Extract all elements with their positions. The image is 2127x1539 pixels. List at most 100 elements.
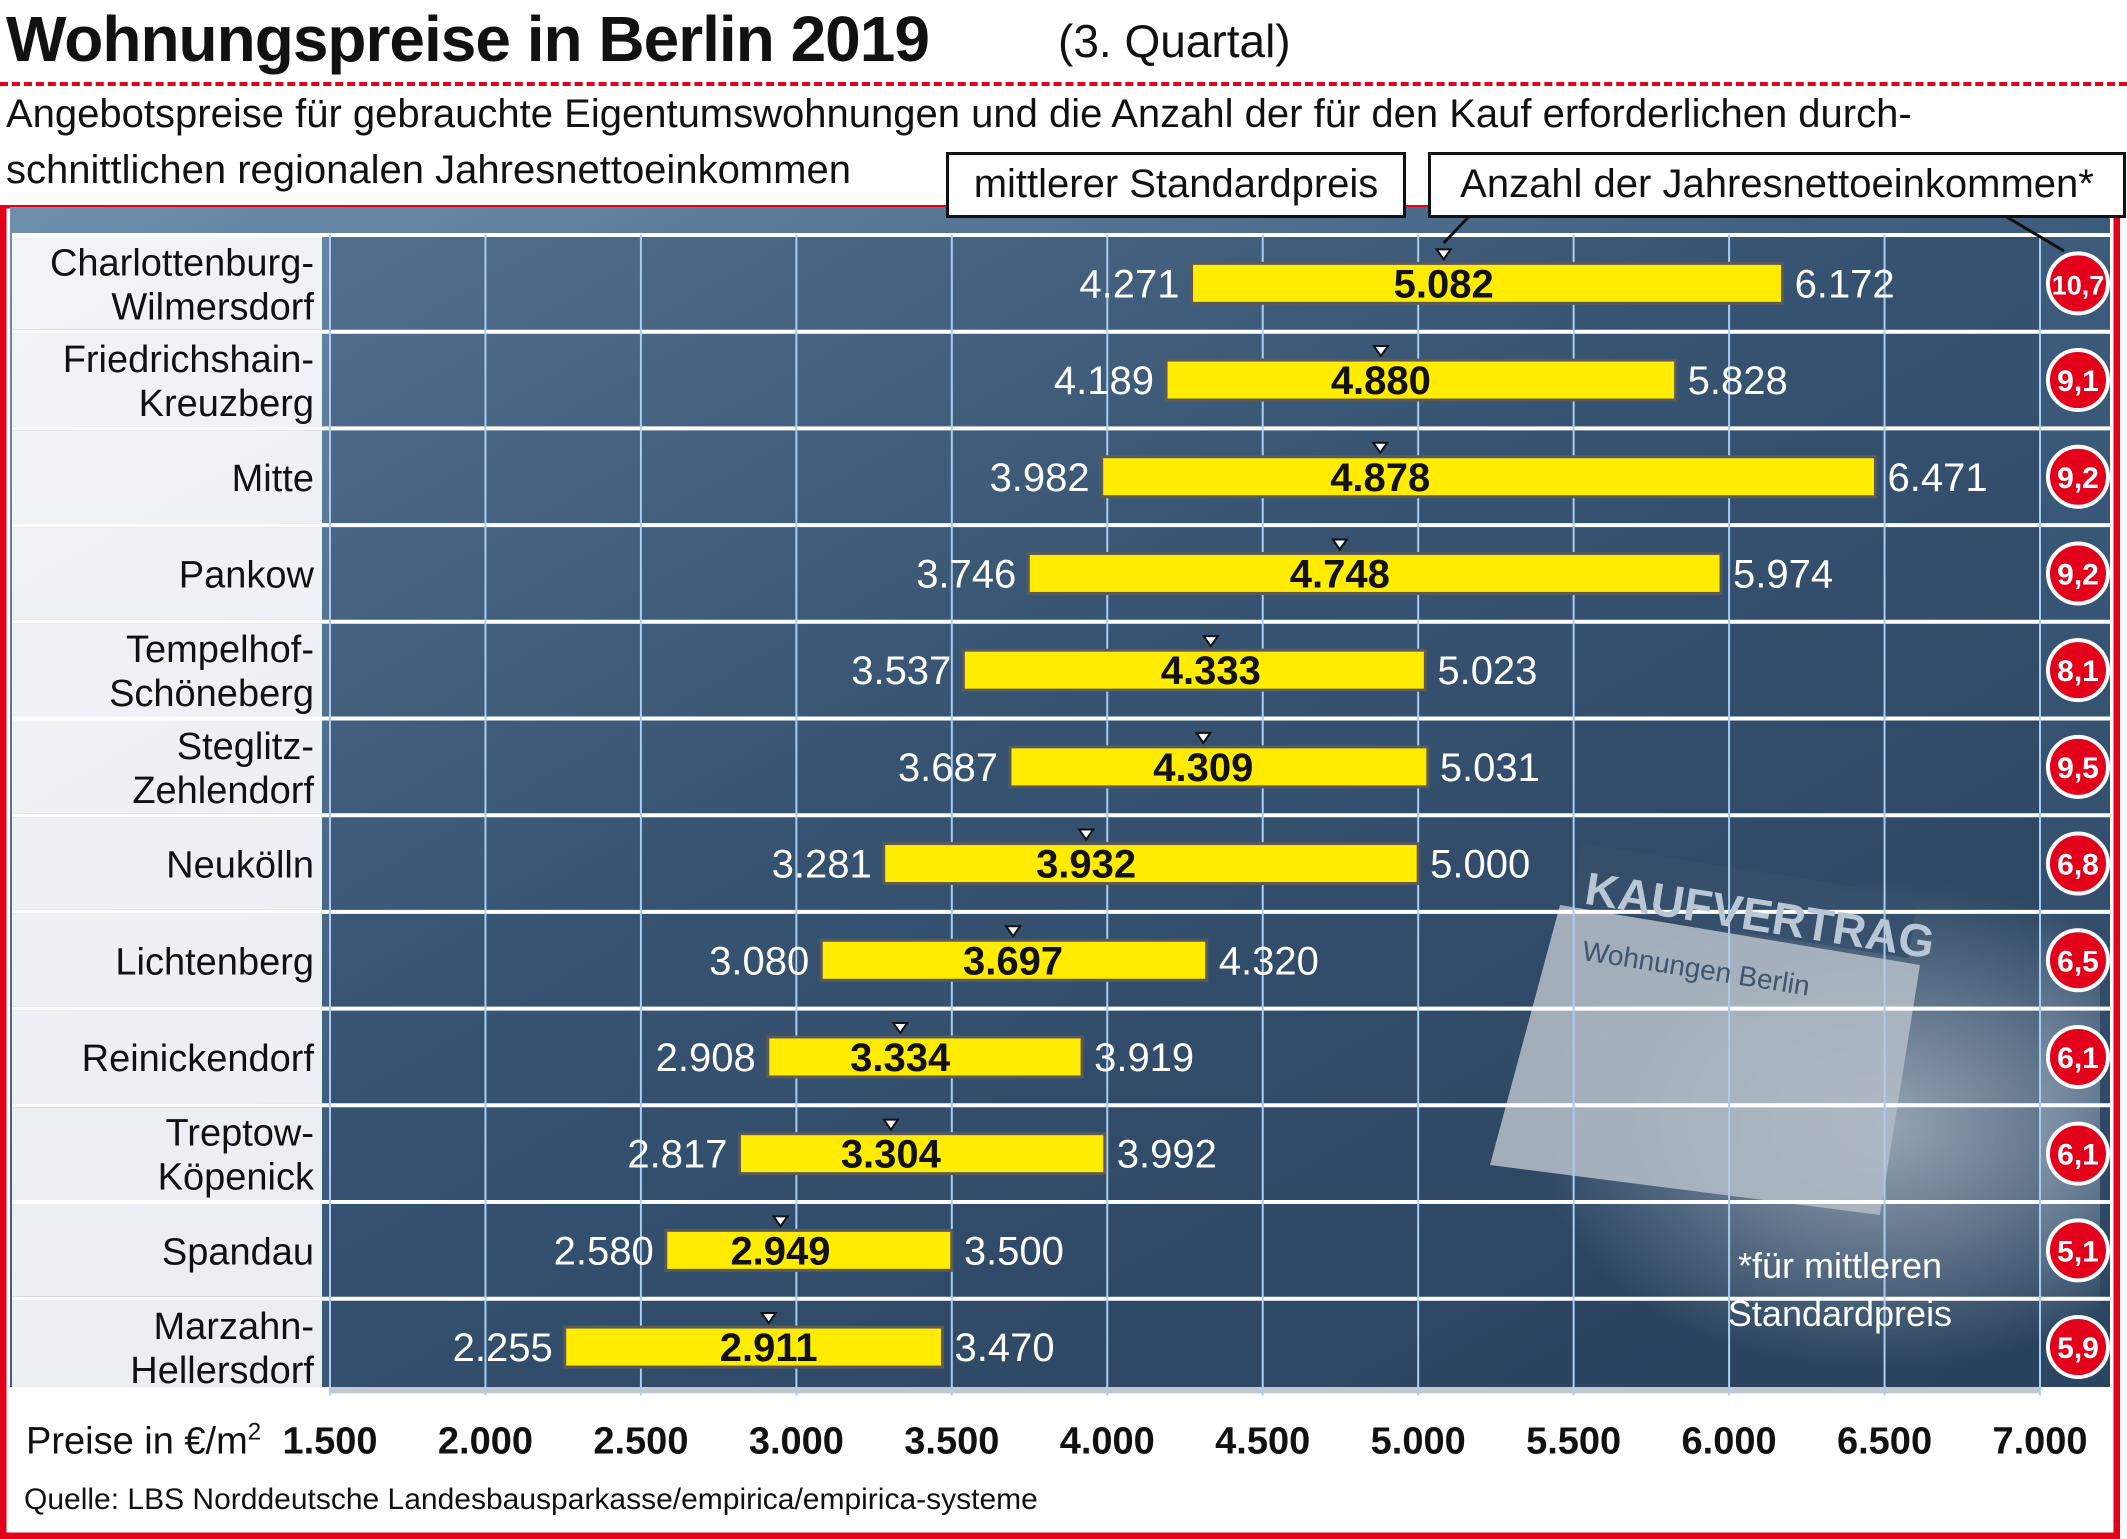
x-tick-label: 1.500 [282,1420,377,1462]
district-label: Lichtenberg [115,941,314,983]
row-label-cell [12,430,322,524]
district-label: Pankow [179,554,315,596]
district-label: Steglitz- [177,726,314,768]
median-label: 3.697 [963,939,1063,983]
x-tick-label: 5.000 [1371,1420,1466,1462]
district-label: Kreuzberg [139,383,314,425]
price-range-bar [1164,358,1678,402]
income-badge-label: 9,1 [2057,365,2099,398]
high-price-label: 3.992 [1117,1133,1217,1177]
income-badge [2046,541,2110,606]
row-label-cell [12,720,322,814]
low-price-label: 3.537 [851,649,951,693]
high-price-label: 3.500 [964,1229,1064,1273]
chart-description-line2: schnittlichen regionalen Jahresnettoeink… [6,148,851,192]
district-label: Spandau [162,1231,314,1273]
median-label: 2.911 [720,1326,818,1370]
district-label: Neukölln [166,845,314,887]
chart-title: Wohnungspreise in Berlin 2019 [6,3,930,75]
income-badge-label: 5,9 [2057,1332,2099,1365]
income-badge [2046,348,2110,413]
income-badge-label: 6,1 [2057,1139,2099,1172]
median-label: 5.082 [1394,262,1494,306]
contract-document-illustration [1490,843,1920,1215]
low-price-label: 4.189 [1054,359,1154,403]
row-band [330,1107,2040,1200]
median-label: 3.932 [1036,843,1136,887]
row-label-cell [12,1107,322,1200]
median-marker [1330,538,1349,552]
income-badge [2046,1121,2110,1186]
price-range-bar [961,648,1427,692]
income-badge-label: 9,2 [2057,462,2099,495]
district-label: Zehlendorf [132,770,314,812]
x-tick-label: 7.000 [1992,1420,2087,1462]
median-label: 3.304 [841,1133,942,1177]
price-range-bar [1190,261,1785,305]
median-marker [881,1118,900,1132]
x-tick-label: 2.500 [593,1420,688,1462]
median-marker [1371,441,1390,455]
median-label: 4.880 [1331,359,1431,403]
rows-layer: Charlottenburg-Wilmersdorf 5.082 4.271 6.17… [50,242,2110,1392]
median-marker [1434,248,1453,262]
x-tick-label: 6.000 [1682,1420,1777,1462]
x-tick-label: 3.000 [749,1420,844,1462]
low-price-label: 4.271 [1079,262,1179,306]
high-price-label: 5.828 [1688,359,1788,403]
district-label: Tempelhof- [126,629,314,671]
grid-layer [12,233,2110,1398]
low-price-label: 3.982 [990,456,1090,500]
median-label: 4.309 [1153,746,1253,790]
x-tick-label: 4.000 [1060,1420,1155,1462]
row-label-cell [12,913,322,1007]
median-label: 4.878 [1330,456,1430,500]
price-range-bar [1008,745,1430,789]
median-marker [891,1021,910,1035]
district-label: Köpenick [158,1157,315,1199]
income-badge [2046,734,2110,799]
income-badge [2046,1218,2110,1283]
income-badge-label: 6,1 [2057,1042,2099,1075]
high-price-label: 5.974 [1733,552,1833,596]
median-marker [771,1215,790,1229]
income-badge-label: 6,8 [2057,849,2099,882]
x-tick-label: 2.000 [438,1420,533,1462]
income-badge-label: 6,5 [2057,945,2099,978]
income-badge [2046,1024,2110,1089]
income-badge-label: 10,7 [2052,270,2105,300]
source-note: Quelle: LBS Norddeutsche Landesbausparka… [24,1483,1038,1516]
median-label: 4.333 [1161,649,1261,693]
income-badge-label: 8,1 [2057,655,2099,688]
row-band [330,1204,2040,1297]
high-price-label: 3.470 [954,1326,1054,1370]
footnote-line2: Standardpreis [1727,1293,1953,1334]
dashed-divider [0,82,2127,86]
high-price-label: 4.320 [1219,939,1319,983]
low-price-label: 2.817 [627,1133,727,1177]
price-range-bar [882,842,1420,886]
price-range-bar [819,938,1209,982]
low-price-label: 2.255 [453,1326,553,1370]
chart-frame: Charlottenburg- Wilmersdorf 5.082 4.271 6.17… [0,205,2120,1539]
x-tick-label: 5.500 [1526,1420,1621,1462]
district-label: Mitte [232,458,314,500]
price-range-bar [766,1035,1084,1079]
price-range-bar [563,1325,944,1369]
high-price-label: 6.471 [1888,456,1988,500]
x-tick-label: 6.500 [1837,1420,1932,1462]
low-price-label: 3.080 [709,939,809,983]
row-label-cell [12,1204,322,1297]
income-badge-label: 9,2 [2057,558,2099,591]
income-badge [2046,1315,2110,1380]
row-label-cell [12,333,322,427]
price-range-bar [1026,551,1723,595]
district-label: Wilmersdorf [111,286,314,328]
high-price-label: 3.919 [1094,1036,1194,1080]
district-label: Treptow- [165,1113,314,1155]
income-badge [2046,831,2110,896]
median-marker [1004,925,1022,938]
district-label: Marzahn- [154,1306,315,1348]
footnote-line1: *für mittleren [1737,1245,1943,1286]
low-price-label: 3.687 [898,746,998,790]
